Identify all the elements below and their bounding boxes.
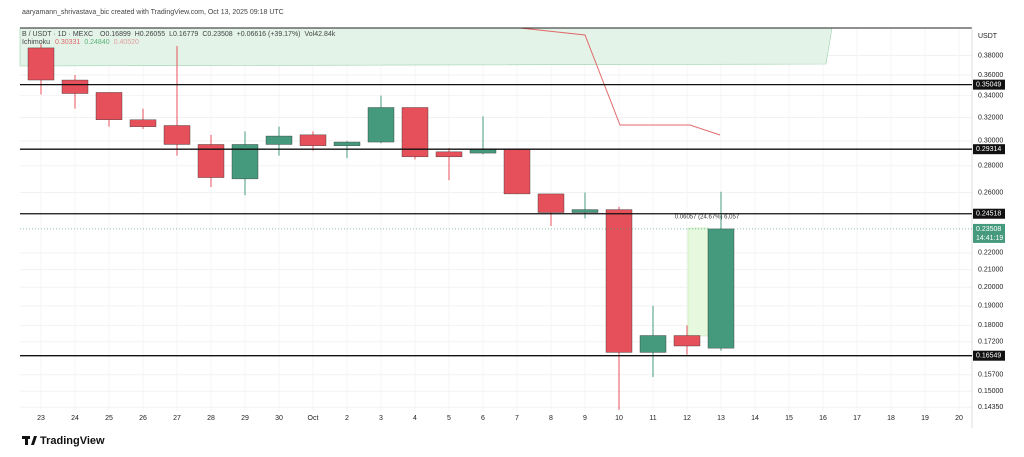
- x-tick-label: 18: [887, 415, 895, 422]
- ohlc-item: H0.26055: [135, 31, 165, 38]
- candle-body: [605, 209, 633, 353]
- credit: aaryamann_shrivastava_bic created with T…: [22, 9, 284, 16]
- x-tick-label: 4: [413, 415, 417, 422]
- ohlc-item: C0.23508: [202, 31, 232, 38]
- y-tick-label: 0.14350: [978, 404, 1003, 411]
- x-tick-label: 27: [173, 415, 181, 422]
- price-tag: [973, 79, 1005, 90]
- candle-body: [231, 144, 259, 180]
- candle-body: [27, 47, 55, 81]
- candle-body: [129, 119, 157, 127]
- x-tick-label: 24: [71, 415, 79, 422]
- measure-box: [687, 227, 709, 337]
- x-tick-label: Oct: [308, 415, 319, 422]
- x-tick-label: 9: [583, 415, 587, 422]
- candle-body: [503, 149, 531, 195]
- candle-body: [435, 151, 463, 158]
- y-tick-label: 0.15000: [978, 388, 1003, 395]
- y-tick-label: 0.18000: [978, 322, 1003, 329]
- y-tick-label: 0.22000: [978, 250, 1003, 257]
- y-tick-label: 0.15700: [978, 372, 1003, 379]
- candle-body: [639, 335, 667, 353]
- y-tick-label: 0.32000: [978, 114, 1003, 121]
- x-tick-label: 25: [105, 415, 113, 422]
- x-tick-label: 8: [549, 415, 553, 422]
- ichimoku-line: [519, 27, 721, 136]
- indicator: Ichimoku: [22, 39, 50, 46]
- last-price-tag: [973, 223, 1005, 243]
- x-tick-label: 3: [379, 415, 383, 422]
- candle-body: [469, 149, 497, 154]
- candle-body: [265, 135, 293, 145]
- candle-body: [673, 335, 701, 347]
- y-tick-label: 0.28000: [978, 163, 1003, 170]
- x-tick-label: 28: [207, 415, 215, 422]
- indicator-value: 0.30331: [55, 39, 80, 46]
- measure-label: 0.06057 (24.67%) 6,057: [675, 215, 740, 221]
- x-tick-label: 17: [853, 415, 861, 422]
- last-price-label: 0.23508: [976, 226, 1001, 233]
- candle-body: [95, 92, 123, 120]
- x-tick-label: 15: [785, 415, 793, 422]
- x-tick-label: 5: [447, 415, 451, 422]
- brand: TradingView: [40, 435, 105, 447]
- ohlc-item: L0.16779: [169, 31, 198, 38]
- x-tick-label: 23: [37, 415, 45, 422]
- candle-body: [537, 193, 565, 213]
- y-tick-label: 0.34000: [978, 92, 1003, 99]
- candle-body: [163, 125, 191, 145]
- ohlc-item: Vol42.84k: [305, 31, 336, 38]
- y-tick-label: 0.38000: [978, 52, 1003, 59]
- y-tick-label: 0.26000: [978, 189, 1003, 196]
- x-tick-label: 30: [275, 415, 283, 422]
- x-tick-label: 12: [683, 415, 691, 422]
- y-tick-label: 0.17200: [978, 339, 1003, 346]
- x-tick-label: 16: [819, 415, 827, 422]
- candle-body: [61, 79, 89, 94]
- y-tick-label: 0.19000: [978, 303, 1003, 310]
- x-tick-label: 20: [955, 415, 963, 422]
- grid: [20, 28, 972, 411]
- x-tick-label: 29: [241, 415, 249, 422]
- price-tag: [973, 144, 1005, 155]
- price-tag-label: 0.29314: [976, 146, 1001, 153]
- x-tick-label: 7: [515, 415, 519, 422]
- candle-body: [333, 141, 361, 146]
- ohlc-item: O0.16899: [100, 31, 131, 38]
- price-tag: [973, 350, 1005, 361]
- symbol: B / USDT · 1D · MEXC: [22, 31, 93, 38]
- y-tick-label: 0.20000: [978, 284, 1003, 291]
- countdown: 14:41:19: [976, 235, 1003, 242]
- x-tick-label: 6: [481, 415, 485, 422]
- y-tick-label: 0.30000: [978, 138, 1003, 145]
- y-tick-label: 0.36000: [978, 72, 1003, 79]
- price-tag: [973, 208, 1005, 219]
- x-tick-label: 26: [139, 415, 147, 422]
- indicator-value: 0.24840: [84, 39, 109, 46]
- price-tag-label: 0.35049: [976, 81, 1001, 88]
- x-tick-label: 19: [921, 415, 929, 422]
- currency: USDT: [978, 33, 998, 40]
- price-tag-label: 0.16549: [976, 353, 1001, 360]
- x-tick-label: 13: [717, 415, 725, 422]
- candle-body: [367, 107, 395, 143]
- ohlc-item: +0.06616 (+39.17%): [237, 31, 301, 38]
- x-tick-label: 2: [345, 415, 349, 422]
- y-tick-label: 0.21000: [978, 267, 1003, 274]
- candle-body: [571, 209, 599, 213]
- candle-body: [299, 134, 327, 146]
- indicator-value: 0.40520: [114, 39, 139, 46]
- candle-body: [707, 228, 735, 349]
- x-tick-label: 11: [649, 415, 656, 422]
- candle-body: [197, 144, 225, 178]
- x-tick-label: 14: [751, 415, 759, 422]
- x-tick-label: 10: [615, 415, 623, 422]
- logo: [22, 436, 37, 445]
- price-tag-label: 0.24518: [976, 211, 1001, 218]
